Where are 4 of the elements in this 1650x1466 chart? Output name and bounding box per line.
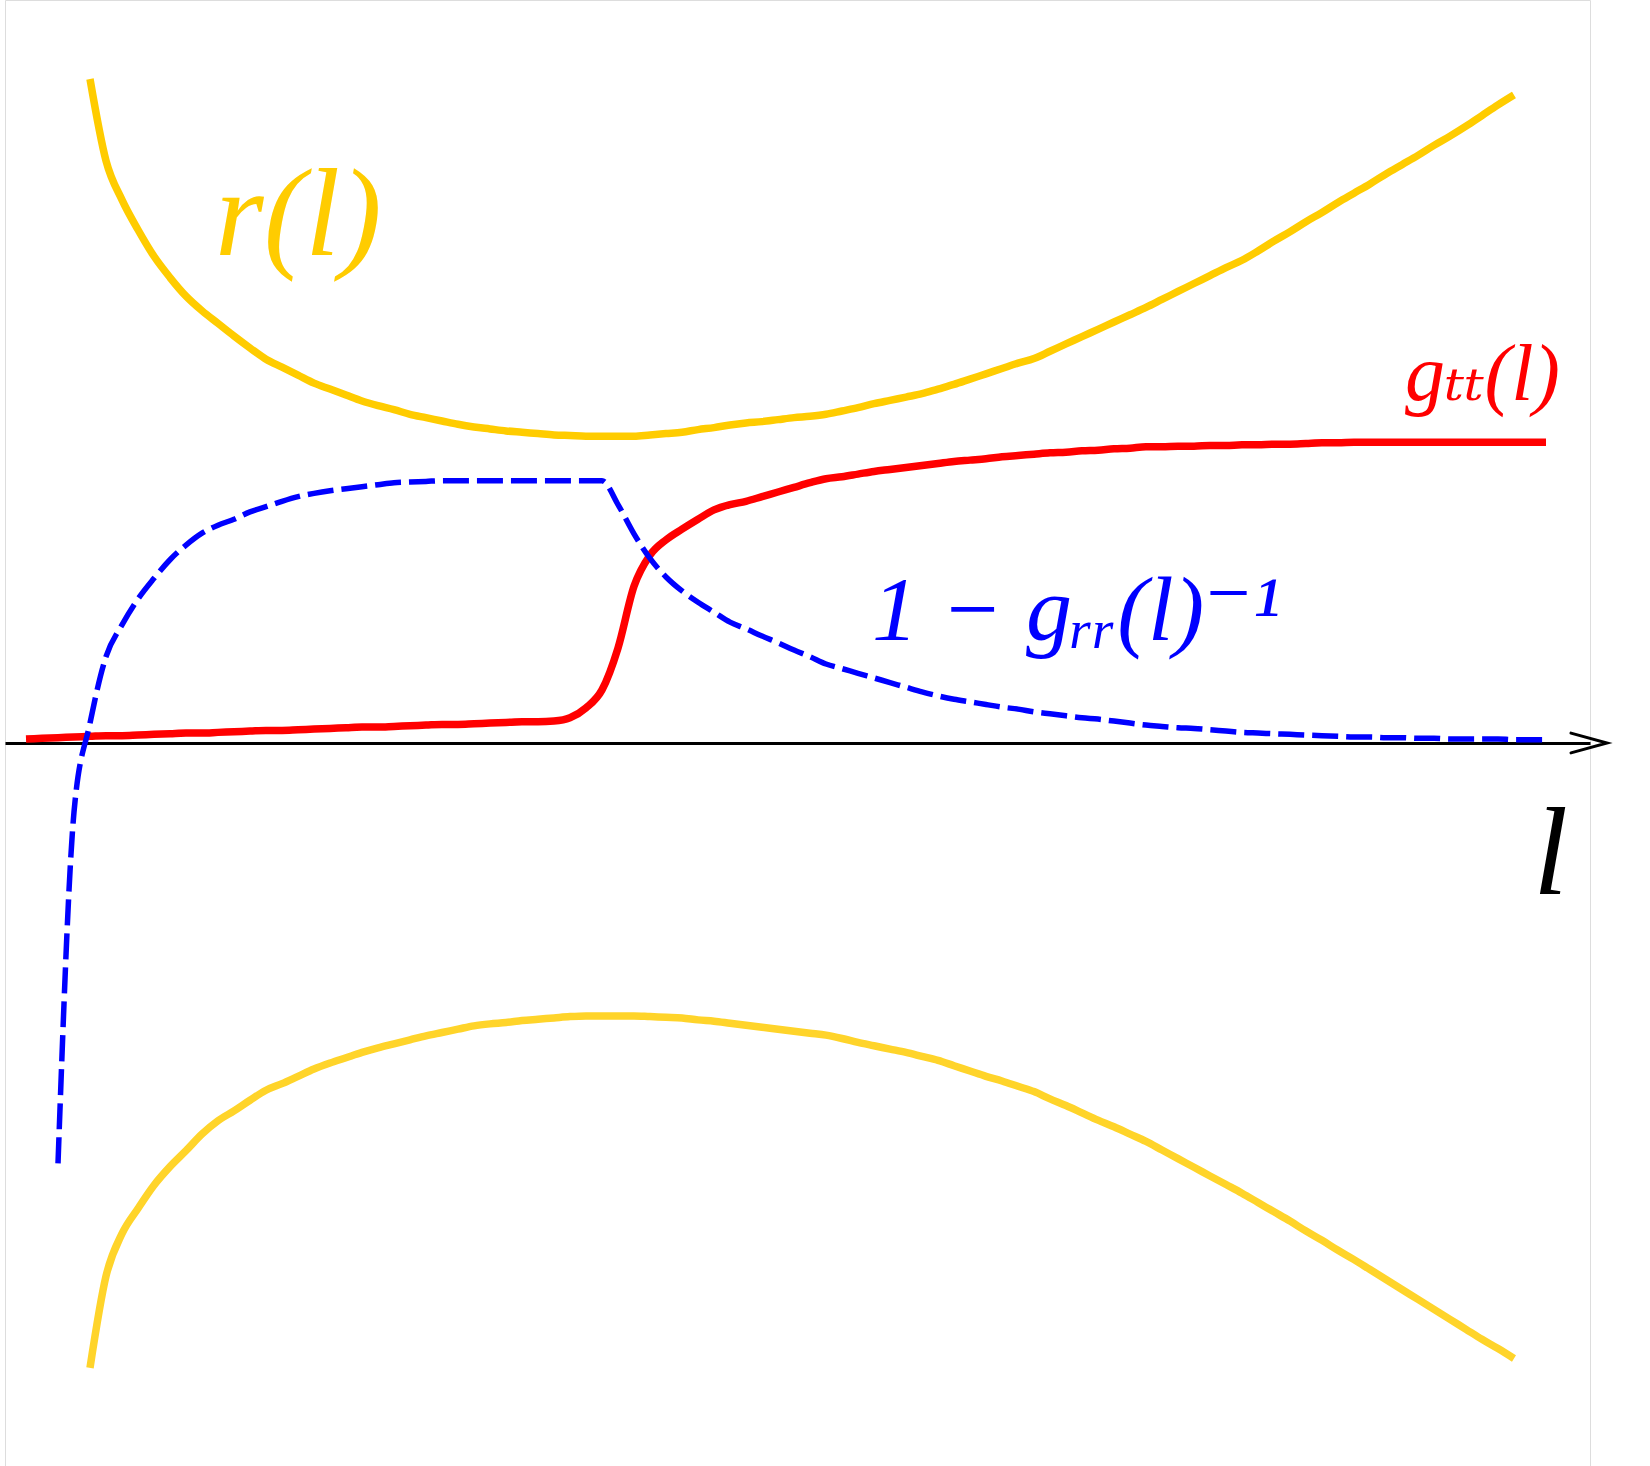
series-label: gₜₜ(l) [1405,329,1560,418]
x-axis-title: l [1533,782,1568,921]
series-label: r(l) [215,144,382,282]
series-label: 1 − gᵣᵣ(l)⁻¹ [872,558,1281,660]
